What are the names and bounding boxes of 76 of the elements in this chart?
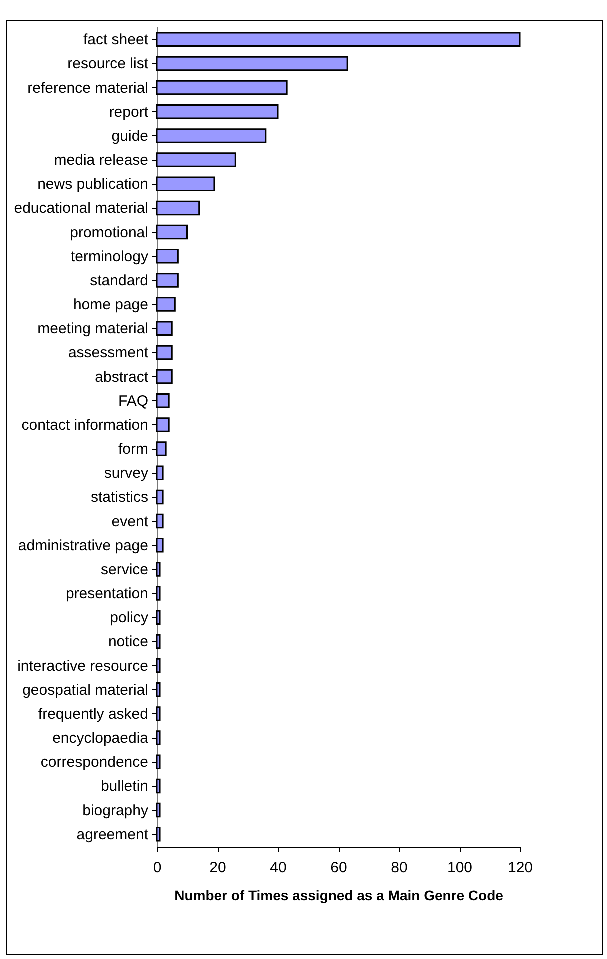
bar [156,466,164,480]
x-tick-label: 120 [508,860,534,876]
bar [156,321,173,336]
y-tick-label: presentation [66,586,148,603]
bar [156,394,170,408]
y-tick-label: media release [54,152,148,170]
bar [156,706,161,722]
bar [156,802,161,818]
bar [156,826,161,842]
x-tick-label: 100 [447,860,473,876]
y-tick-label: guide [112,128,148,145]
y-tick-label: news publication [38,176,148,194]
y-tick-label: reference material [28,80,148,97]
y-tick-label: abstract [95,368,150,386]
y-tick-label: meeting material [38,320,148,338]
x-tick-label: 0 [153,860,162,876]
bar [156,249,179,264]
y-tick-label: home page [73,296,148,314]
bar [156,56,348,72]
y-tick-label: report [109,104,150,121]
y-tick-label: contact information [22,416,148,434]
y-tick-label: bulletin [100,778,148,796]
y-tick-label: frequently asked [38,706,148,723]
bar [156,128,267,144]
bar [156,442,167,456]
bar [156,224,188,240]
bar [156,80,288,96]
y-tick-label: educational material [14,200,148,218]
x-tick-label: 60 [330,860,348,876]
bar [156,682,161,698]
bar [156,273,179,288]
y-tick-label: promotional [70,224,148,242]
bar [156,754,161,770]
bar [156,514,164,529]
bar [156,369,173,384]
y-tick-label: resource list [68,56,150,73]
x-tick-label: 80 [391,860,408,876]
y-tick-label: biography [82,802,149,820]
x-axis-title: Number of Times assigned as a Main Genre Code [174,888,504,904]
bar [156,658,161,674]
y-tick-label: FAQ [118,392,148,410]
bar [156,730,161,746]
y-tick-label: form [118,441,148,458]
bar [156,176,216,192]
bar [156,104,279,120]
bar [156,32,521,48]
y-tick-label: geospatial material [22,682,148,699]
bar [156,152,236,168]
y-tick-label: terminology [70,248,149,266]
y-tick-label: interactive resource [18,658,148,675]
bar [156,562,161,577]
y-tick-label: fact sheet [83,32,150,49]
bar [156,200,200,216]
bar [156,778,161,794]
bar [156,610,161,625]
y-tick-label: event [112,513,150,530]
y-tick-label: survey [104,465,149,482]
y-tick-label: correspondence [40,754,148,772]
y-tick-label: standard [90,272,148,290]
bar [156,490,164,505]
bar [156,418,170,432]
bar [156,345,173,360]
bar [156,297,176,312]
bar [156,538,164,553]
y-tick-label: assessment [68,344,150,362]
y-tick-label: service [100,561,148,578]
x-tick-label: 40 [270,860,287,876]
y-tick-label: agreement [76,826,150,844]
y-tick-label: notice [108,634,148,651]
y-tick-label: administrative page [18,537,148,554]
x-tick-label: 20 [210,860,226,876]
y-tick-label: policy [110,610,149,627]
y-tick-label: encyclopaedia [52,730,150,748]
y-tick-label: statistics [90,489,148,506]
bar [156,586,161,601]
bar [156,634,161,650]
